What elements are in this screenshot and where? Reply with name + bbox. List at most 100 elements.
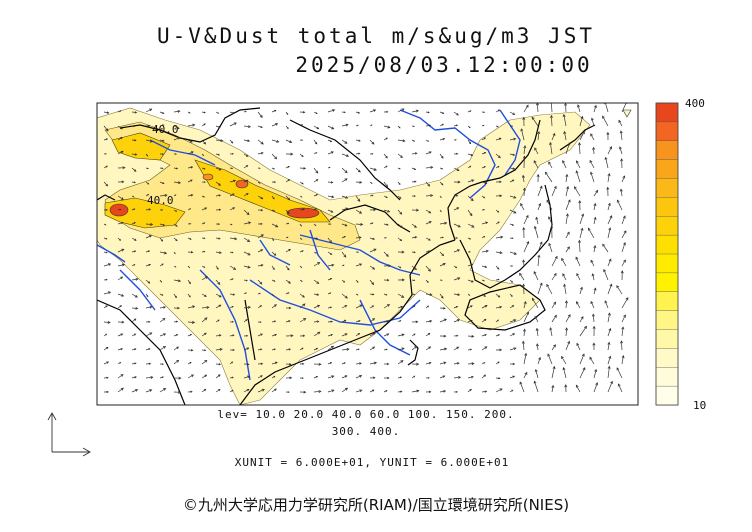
wind-vector-head xyxy=(386,223,389,226)
wind-vector-head xyxy=(357,332,361,336)
wind-vector-head xyxy=(399,320,402,322)
wind-vector-head xyxy=(533,225,537,229)
wind-vector xyxy=(229,207,235,211)
wind-vector-head xyxy=(455,237,459,239)
wind-vector-head xyxy=(401,250,405,254)
wind-vector-head xyxy=(345,207,349,211)
contour-label-1: 40.0 xyxy=(152,123,179,136)
wind-vector-head xyxy=(357,348,360,351)
wind-vector-head xyxy=(105,153,107,155)
wind-vector-head xyxy=(231,223,233,226)
wind-vector xyxy=(579,316,584,323)
wind-vector-head xyxy=(513,137,517,141)
wind-vector-head xyxy=(203,237,206,240)
wind-vector-head xyxy=(177,306,180,310)
dust-peak-4 xyxy=(202,173,214,181)
wind-vector-head xyxy=(428,151,432,154)
wind-vector-head xyxy=(330,210,334,213)
wind-vector-head xyxy=(574,186,577,190)
wind-vector-head xyxy=(288,348,292,351)
wind-vector-head xyxy=(497,210,500,213)
wind-vector-head xyxy=(607,172,611,177)
wind-vector-head xyxy=(134,362,137,365)
wind-vector xyxy=(201,276,208,281)
wind-vector-head xyxy=(176,359,180,363)
wind-vector-head xyxy=(260,125,263,129)
wind-vector-head xyxy=(343,362,346,365)
wind-vector xyxy=(565,174,568,183)
wind-vector xyxy=(215,251,222,254)
colorbar-swatch xyxy=(655,385,679,406)
wind-vector xyxy=(355,263,362,267)
wind-vector-head xyxy=(483,236,486,238)
wind-vector-head xyxy=(218,304,222,308)
wind-vector-head xyxy=(133,318,137,321)
wind-vector-head xyxy=(331,375,335,379)
wind-vector-head xyxy=(358,320,361,323)
copyright-notice: ©九州大学応用力学研究所(RIAM)/国立環境研究所(NIES) xyxy=(182,496,570,514)
wind-vector-head xyxy=(526,311,530,315)
wind-vector-head xyxy=(497,334,500,337)
wind-vector xyxy=(341,293,348,299)
wind-vector-head xyxy=(287,197,291,201)
wind-vector-head xyxy=(522,283,526,287)
wind-vector xyxy=(145,108,152,113)
wind-vector xyxy=(369,362,377,365)
wind-vector-head xyxy=(413,333,416,336)
wind-vector-head xyxy=(232,111,235,115)
wind-vector xyxy=(607,173,610,183)
wind-vector xyxy=(607,313,611,323)
colorbar-swatch xyxy=(655,197,679,217)
wind-vector-head xyxy=(133,181,136,184)
wind-vector-head xyxy=(385,137,388,140)
wind-vector-head xyxy=(120,150,124,154)
wind-vector-head xyxy=(302,362,305,365)
wind-vector-head xyxy=(231,320,234,323)
wind-vector-head xyxy=(535,103,539,106)
wind-vector-head xyxy=(175,320,179,323)
wind-vector-head xyxy=(548,216,552,220)
dust-region-high-west xyxy=(111,132,171,161)
wind-vector-head xyxy=(329,292,332,295)
wind-vector xyxy=(534,147,539,155)
wind-vector-head xyxy=(581,353,585,357)
wind-vector-head xyxy=(275,123,279,126)
wind-vector-head xyxy=(400,225,404,229)
wind-vector-head xyxy=(161,167,164,170)
wind-vector-head xyxy=(566,185,570,190)
wind-vector-head xyxy=(590,300,594,305)
wind-vector-head xyxy=(592,325,596,329)
wind-vector xyxy=(201,389,206,393)
wind-vector-head xyxy=(105,165,108,168)
wind-vector-head xyxy=(121,248,125,252)
wind-vector-head xyxy=(218,389,221,392)
wind-vector-head xyxy=(483,374,487,377)
wind-vector-head xyxy=(470,153,474,157)
wind-vector-head xyxy=(398,126,401,129)
wind-vector-head xyxy=(531,297,535,301)
wind-vector xyxy=(575,385,581,393)
wind-vector-head xyxy=(273,253,277,256)
wind-vector-head xyxy=(497,319,499,322)
wind-vector xyxy=(243,125,251,128)
wind-vector-head xyxy=(174,194,177,196)
wind-vector xyxy=(467,376,474,379)
wind-vector xyxy=(369,318,375,323)
wind-vector-head xyxy=(289,140,293,144)
wind-vector-head xyxy=(191,320,196,324)
wind-vector-head xyxy=(232,207,236,210)
wind-vector-head xyxy=(149,108,153,112)
wind-vector xyxy=(453,277,460,281)
wind-vector-head xyxy=(551,384,555,389)
colorbar xyxy=(655,102,679,406)
wind-vector-head xyxy=(456,194,459,197)
wind-vector xyxy=(481,334,487,337)
wind-vector xyxy=(243,347,249,351)
wind-vector xyxy=(467,263,473,267)
wind-vector-head xyxy=(539,282,543,286)
wind-vector-head xyxy=(233,179,237,183)
wind-vector-head xyxy=(457,180,461,184)
wind-vector xyxy=(103,361,109,365)
wind-vector-head xyxy=(274,333,277,337)
wind-vector-head xyxy=(247,239,251,243)
